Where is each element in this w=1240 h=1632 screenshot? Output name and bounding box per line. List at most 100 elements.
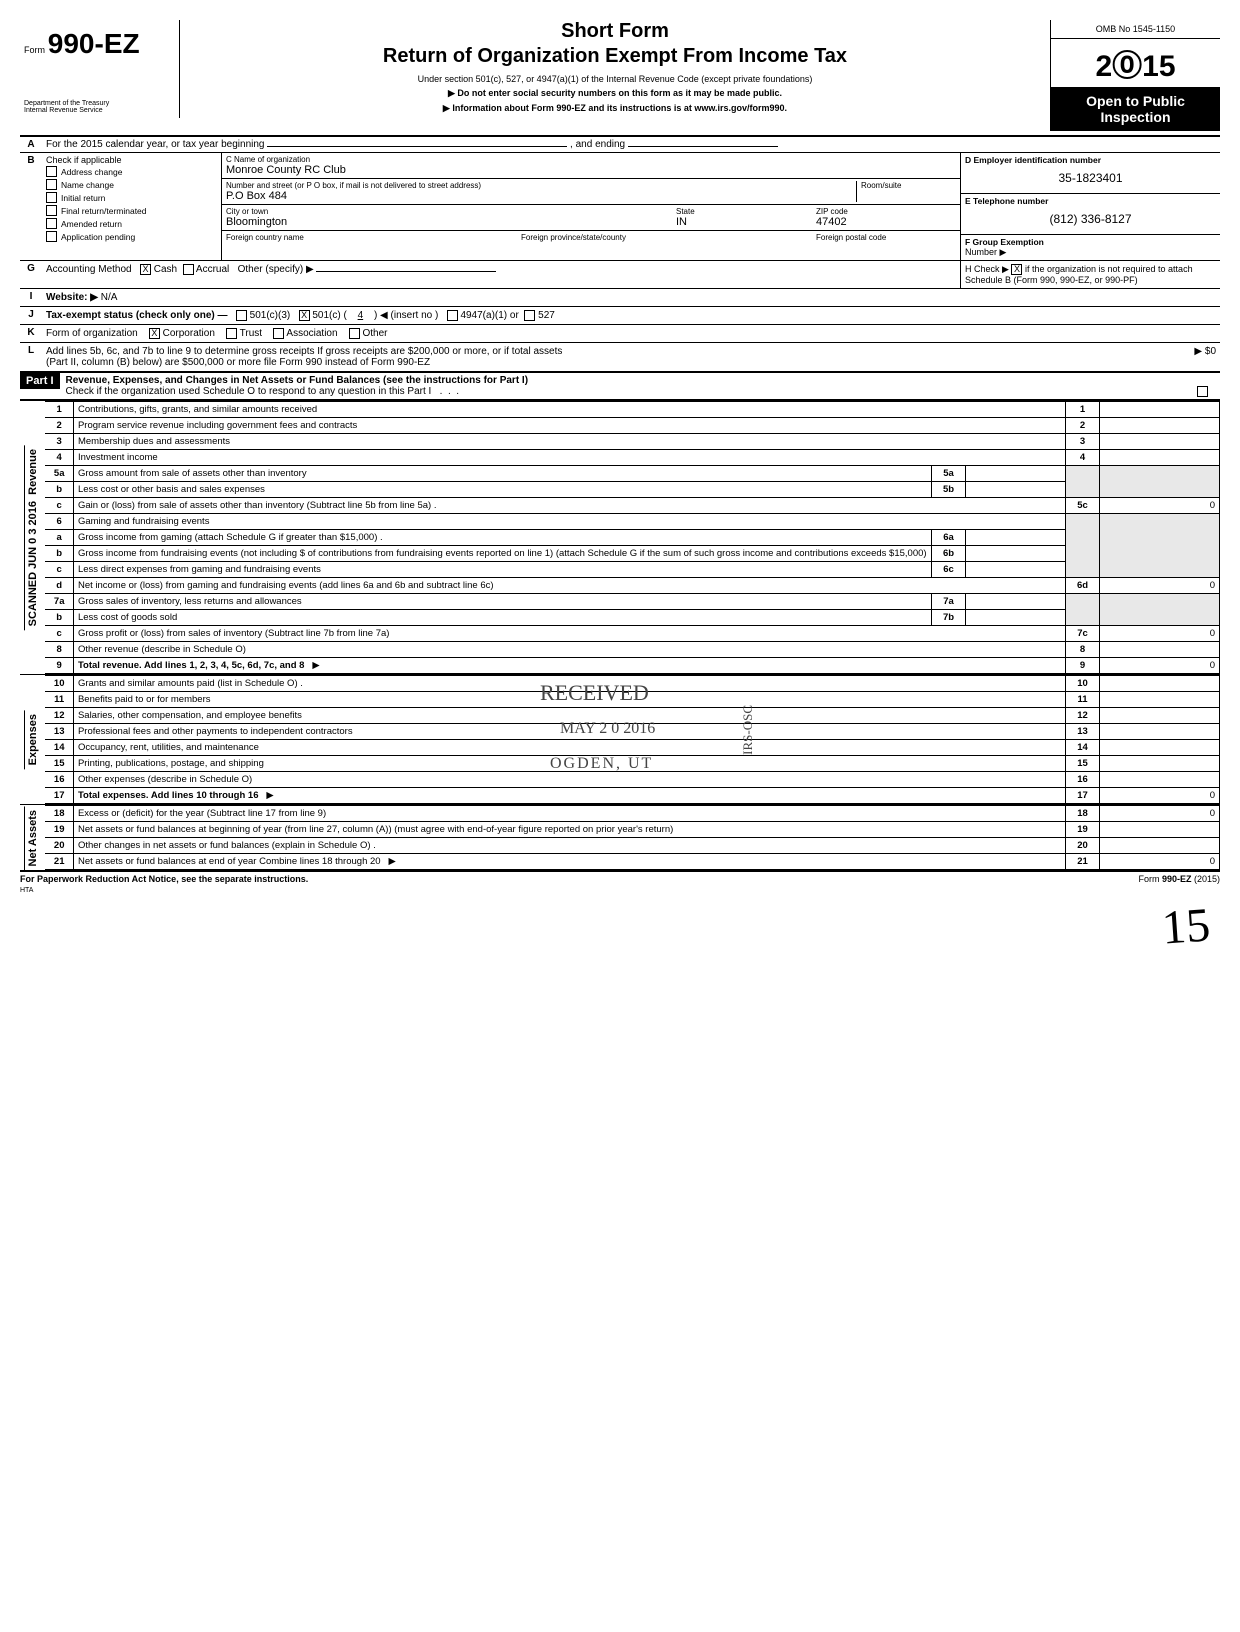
form-page: Form 990-EZ Department of the Treasury I… (20, 20, 1220, 894)
line-21: 21Net assets or fund balances at end of … (45, 854, 1219, 870)
check-final-return[interactable]: Final return/terminated (46, 204, 217, 217)
under-section: Under section 501(c), 527, or 4947(a)(1)… (188, 74, 1042, 84)
check-name-change[interactable]: Name change (46, 178, 217, 191)
title-box: Short Form Return of Organization Exempt… (180, 20, 1050, 114)
check-association[interactable] (273, 328, 284, 339)
line-5b: bLess cost or other basis and sales expe… (45, 482, 1219, 498)
line-a-begin: For the 2015 calendar year, or tax year … (46, 139, 264, 150)
l-amount: 0 (1210, 346, 1216, 357)
assoc-label: Association (286, 328, 337, 339)
letter-g: G (20, 261, 42, 288)
handwritten-page-number: 15 (1160, 898, 1212, 956)
netassets-table: 18Excess or (deficit) for the year (Subt… (45, 805, 1220, 870)
check-schedule-o[interactable] (1197, 386, 1208, 397)
street-value: P.O Box 484 (226, 190, 856, 202)
line-a-text: For the 2015 calendar year, or tax year … (42, 137, 1220, 152)
accrual-label: Accrual (196, 264, 229, 275)
netassets-section: Net Assets 18Excess or (deficit) for the… (20, 804, 1220, 872)
year-begin-field[interactable] (267, 146, 567, 147)
check-application-pending[interactable]: Application pending (46, 230, 217, 243)
other-field[interactable] (316, 271, 496, 272)
k-label: Form of organization (46, 328, 138, 339)
line-a-end: , and ending (570, 139, 625, 150)
line-16: 16Other expenses (describe in Schedule O… (45, 772, 1219, 788)
j-label: Tax-exempt status (check only one) — (46, 310, 228, 321)
part1-header-row: Part I Revenue, Expenses, and Changes in… (20, 373, 1220, 400)
line-9: 9Total revenue. Add lines 1, 2, 3, 4, 5c… (45, 658, 1219, 674)
check-initial-return[interactable]: Initial return (46, 191, 217, 204)
letter-i: I (20, 289, 42, 306)
foreign-country-label: Foreign country name (226, 233, 521, 242)
zip-value: 47402 (816, 216, 956, 228)
right-box: OMB No 1545-1150 2⓪201515 Open to Public… (1050, 20, 1220, 131)
website-label: Website: ▶ (46, 292, 98, 303)
check-if-applicable: Check if applicable Address change Name … (42, 153, 222, 260)
check-corporation[interactable]: X (149, 328, 160, 339)
letter-b: B (20, 153, 42, 260)
line-18: 18Excess or (deficit) for the year (Subt… (45, 806, 1219, 822)
form-of-org: Form of organization X Corporation Trust… (42, 325, 1220, 342)
revenue-table: 1Contributions, gifts, grants, and simil… (45, 401, 1220, 674)
line-7a: 7aGross sales of inventory, less returns… (45, 594, 1219, 610)
foreign-row: Foreign country name Foreign province/st… (222, 231, 960, 244)
footer: For Paperwork Reduction Act Notice, see … (20, 872, 1220, 894)
year-end-field[interactable] (628, 146, 778, 147)
org-block: C Name of organization Monroe County RC … (222, 153, 960, 260)
tax-exempt-status: Tax-exempt status (check only one) — 501… (42, 307, 1220, 324)
check-address-change[interactable]: Address change (46, 165, 217, 178)
scanned-stamp-vert: SCANNED JUN 0 3 2016 Revenue (24, 445, 41, 630)
netassets-vlabel-wrap: Net Assets (20, 805, 45, 870)
check-amended-return[interactable]: Amended return (46, 217, 217, 230)
4947-label: 4947(a)(1) or (460, 310, 518, 321)
part1-check-text: Check if the organization used Schedule … (66, 386, 432, 397)
title-main: Short Form (188, 20, 1042, 43)
line-1: 1Contributions, gifts, grants, and simil… (45, 402, 1219, 418)
line-14: 14Occupancy, rent, utilities, and mainte… (45, 740, 1219, 756)
check-trust[interactable] (226, 328, 237, 339)
line-19: 19Net assets or fund balances at beginni… (45, 822, 1219, 838)
expenses-vlabel: Expenses (24, 710, 41, 769)
city-label: City or town (226, 207, 676, 216)
dept1: Department of the Treasury (24, 100, 175, 107)
line-2: 2Program service revenue including gover… (45, 418, 1219, 434)
other-org-label: Other (362, 328, 387, 339)
line-4: 4Investment income4 (45, 450, 1219, 466)
check-label: Check if applicable (46, 155, 217, 165)
line-a: A For the 2015 calendar year, or tax yea… (20, 137, 1220, 153)
line-20: 20Other changes in net assets or fund ba… (45, 838, 1219, 854)
check-cash[interactable]: X (140, 264, 151, 275)
cash-label: Cash (154, 264, 177, 275)
check-schedule-b[interactable]: X (1011, 264, 1022, 275)
state-label: State (676, 207, 816, 216)
org-info-block: B Check if applicable Address change Nam… (20, 153, 1220, 261)
org-name-label: C Name of organization (226, 155, 956, 164)
part1-title-box: Revenue, Expenses, and Changes in Net As… (60, 373, 1220, 399)
street-label: Number and street (or P O box, if mail i… (226, 181, 856, 190)
room-label: Room/suite (861, 181, 956, 190)
h-label: H Check ▶ (965, 264, 1009, 274)
foreign-postal-label: Foreign postal code (816, 233, 956, 242)
line-6d: dNet income or (loss) from gaming and fu… (45, 578, 1219, 594)
check-527[interactable] (524, 310, 535, 321)
letter-l: L (20, 343, 42, 371)
check-other-org[interactable] (349, 328, 360, 339)
corp-label: Corporation (163, 328, 215, 339)
website-row: Website: ▶ N/A (42, 289, 1220, 306)
line-7b: bLess cost of goods sold7b (45, 610, 1219, 626)
line-17: 17Total expenses. Add lines 10 through 1… (45, 788, 1219, 804)
check-accrual[interactable] (183, 264, 194, 275)
form-ref: Form 990-EZ (2015) (1138, 874, 1220, 894)
check-501c3[interactable] (236, 310, 247, 321)
group-number-label: Number ▶ (965, 247, 1216, 258)
line-h: H Check ▶ X if the organization is not r… (960, 261, 1220, 288)
line-12: 12Salaries, other compensation, and empl… (45, 708, 1219, 724)
info-about: ▶ Information about Form 990-EZ and its … (188, 103, 1042, 114)
line-j: J Tax-exempt status (check only one) — 5… (20, 307, 1220, 325)
line-13: 13Professional fees and other payments t… (45, 724, 1219, 740)
foreign-prov-label: Foreign province/state/county (521, 233, 816, 242)
ein-value: 35-1823401 (965, 165, 1216, 191)
expenses-section: Expenses 10Grants and similar amounts pa… (20, 674, 1220, 804)
check-4947[interactable] (447, 310, 458, 321)
check-501c[interactable]: X (299, 310, 310, 321)
form-id-box: Form 990-EZ Department of the Treasury I… (20, 20, 180, 118)
